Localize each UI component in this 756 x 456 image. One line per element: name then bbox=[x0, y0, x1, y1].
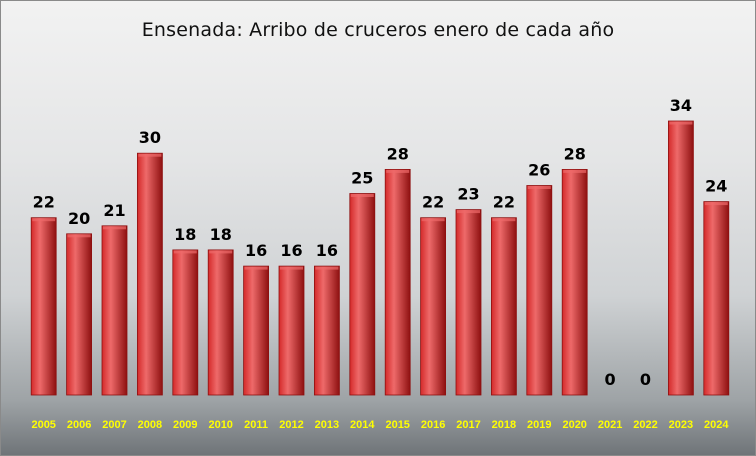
bar-cap-2016 bbox=[421, 218, 445, 222]
bar-cap-2013 bbox=[315, 266, 339, 270]
value-label-2014: 25 bbox=[351, 169, 373, 188]
value-label-2013: 16 bbox=[316, 241, 338, 260]
value-label-2005: 22 bbox=[33, 193, 55, 212]
value-label-2016: 22 bbox=[422, 193, 444, 212]
value-label-2019: 26 bbox=[528, 161, 550, 180]
value-label-2007: 21 bbox=[103, 201, 125, 220]
bar-2024 bbox=[703, 201, 730, 396]
value-label-2011: 16 bbox=[245, 241, 267, 260]
bar-2011 bbox=[243, 265, 270, 396]
value-label-2020: 28 bbox=[564, 144, 586, 163]
bar-cap-2009 bbox=[173, 250, 197, 254]
bar-2016 bbox=[420, 217, 447, 396]
category-label-2012: 2012 bbox=[279, 419, 303, 431]
value-label-2009: 18 bbox=[174, 225, 196, 244]
value-label-2010: 18 bbox=[210, 225, 232, 244]
bar-cap-2017 bbox=[457, 210, 480, 214]
value-labels-group: 22 20 21 30 18 18 16 16 16 25 28 22 23 22 26 28 0 0 34 24 bbox=[33, 96, 728, 389]
category-label-2014: 2014 bbox=[350, 419, 375, 431]
bar-cap-2020 bbox=[563, 169, 587, 173]
bar-cap-2015 bbox=[386, 169, 410, 173]
bar-2017 bbox=[455, 209, 482, 396]
bar-2010 bbox=[207, 249, 234, 396]
category-label-2007: 2007 bbox=[102, 419, 126, 431]
category-label-2017: 2017 bbox=[456, 419, 480, 431]
value-label-2006: 20 bbox=[68, 209, 90, 228]
category-label-2010: 2010 bbox=[208, 419, 232, 431]
bar-2008 bbox=[136, 152, 163, 396]
value-label-2023: 34 bbox=[670, 96, 692, 115]
value-label-2008: 30 bbox=[139, 128, 161, 147]
bar-2015 bbox=[384, 168, 411, 396]
bar-2023 bbox=[668, 120, 694, 396]
value-label-2017: 23 bbox=[457, 185, 479, 204]
category-label-2018: 2018 bbox=[492, 419, 516, 431]
value-label-2012: 16 bbox=[280, 241, 302, 260]
category-labels-group: 2005 2006 2007 2008 2009 2010 2011 2012 2013 2014… bbox=[31, 419, 729, 431]
category-label-2006: 2006 bbox=[67, 419, 91, 431]
bar-2012 bbox=[278, 265, 305, 396]
category-label-2016: 2016 bbox=[421, 419, 445, 431]
bar-cap-2005 bbox=[32, 218, 56, 222]
bar-cap-2024 bbox=[704, 202, 728, 206]
value-label-2018: 22 bbox=[493, 193, 515, 212]
bar-2013 bbox=[313, 265, 340, 396]
value-label-2024: 24 bbox=[705, 177, 727, 196]
bar-cap-2018 bbox=[492, 218, 516, 222]
value-label-2021: 0 bbox=[605, 370, 616, 389]
bar-2019 bbox=[526, 185, 553, 396]
bar-2009 bbox=[172, 249, 199, 396]
category-label-2022: 2022 bbox=[633, 419, 657, 431]
bar-cap-2012 bbox=[280, 266, 303, 270]
category-label-2015: 2015 bbox=[385, 419, 409, 431]
bar-2020 bbox=[561, 168, 588, 396]
chart-title: Ensenada: Arribo de cruceros enero de ca… bbox=[141, 19, 615, 41]
category-label-2013: 2013 bbox=[315, 419, 339, 431]
category-label-2011: 2011 bbox=[244, 419, 268, 431]
category-label-2019: 2019 bbox=[527, 419, 551, 431]
bar-cap-2019 bbox=[527, 186, 551, 189]
bar-2005 bbox=[30, 217, 57, 396]
bar-cap-2023 bbox=[669, 121, 693, 125]
bar-cap-2010 bbox=[209, 250, 233, 254]
bar-cap-2011 bbox=[244, 266, 268, 270]
bar-2014 bbox=[349, 193, 376, 396]
category-label-2024: 2024 bbox=[704, 419, 729, 431]
bar-cap-2008 bbox=[138, 153, 162, 157]
bar-cap-2014 bbox=[350, 194, 374, 197]
value-label-2022: 0 bbox=[640, 370, 651, 389]
category-label-2021: 2021 bbox=[598, 419, 622, 431]
category-label-2008: 2008 bbox=[138, 419, 162, 431]
bar-2007 bbox=[101, 225, 128, 396]
bar-2006 bbox=[66, 233, 92, 396]
value-label-2015: 28 bbox=[387, 144, 409, 163]
bar-2018 bbox=[490, 217, 517, 396]
bar-cap-2006 bbox=[67, 234, 91, 238]
category-label-2023: 2023 bbox=[669, 419, 693, 431]
bar-cap-2007 bbox=[103, 226, 126, 230]
bars-group bbox=[30, 120, 730, 396]
category-label-2009: 2009 bbox=[173, 419, 197, 431]
category-label-2005: 2005 bbox=[31, 419, 55, 431]
category-label-2020: 2020 bbox=[562, 419, 586, 431]
